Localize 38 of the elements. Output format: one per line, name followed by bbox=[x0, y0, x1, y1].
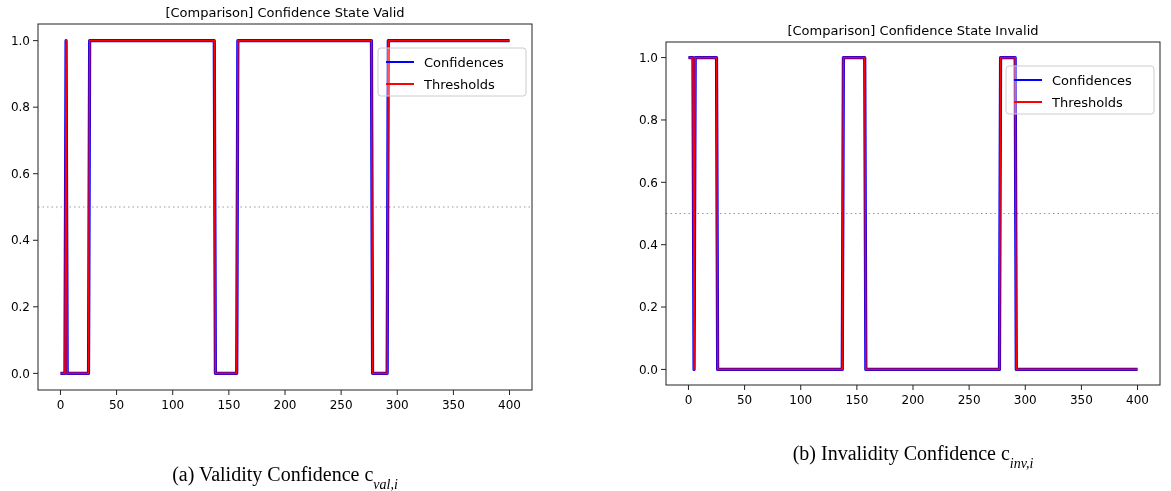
x-tick-label: 350 bbox=[1069, 393, 1093, 407]
x-tick-label: 250 bbox=[957, 393, 981, 407]
chart-title: [Comparison] Confidence State Valid bbox=[165, 5, 405, 20]
x-tick-label: 50 bbox=[736, 393, 753, 407]
y-tick-label: 1.0 bbox=[638, 50, 658, 65]
y-tick-label: 0.4 bbox=[638, 237, 658, 252]
x-tick-label: 400 bbox=[1126, 393, 1149, 407]
legend-label: Confidences bbox=[424, 54, 505, 70]
x-tick-label: 250 bbox=[329, 398, 353, 412]
x-tick-label: 50 bbox=[108, 398, 125, 412]
x-tick-label: 200 bbox=[273, 398, 297, 412]
y-tick-label: 0.8 bbox=[10, 100, 30, 115]
x-tick-label: 300 bbox=[1013, 393, 1037, 407]
legend-label: Confidences bbox=[1052, 72, 1133, 88]
x-tick-label: 100 bbox=[161, 398, 185, 412]
x-tick-label: 350 bbox=[441, 398, 465, 412]
y-tick-label: 0.0 bbox=[10, 366, 30, 381]
x-tick-label: 300 bbox=[385, 398, 409, 412]
y-tick-label: 0.8 bbox=[638, 113, 658, 128]
x-tick-label: 0 bbox=[684, 393, 693, 407]
y-tick-label: 0.4 bbox=[10, 233, 30, 248]
x-tick-label: 150 bbox=[217, 398, 241, 412]
x-tick-label: 200 bbox=[901, 393, 925, 407]
y-tick-label: 1.0 bbox=[10, 33, 30, 48]
x-tick-label: 150 bbox=[845, 393, 869, 407]
y-tick-label: 0.6 bbox=[10, 166, 30, 181]
text: (b) Invalidity Confidence c$_{inv,i}$ bbox=[792, 442, 1034, 471]
y-tick-label: 0.2 bbox=[638, 300, 658, 315]
y-tick-label: 0.0 bbox=[638, 362, 658, 377]
legend-label: Thresholds bbox=[1051, 94, 1124, 110]
x-tick-label: 100 bbox=[789, 393, 813, 407]
legend-label: Thresholds bbox=[423, 76, 496, 92]
chart-title: [Comparison] Confidence State Invalid bbox=[787, 23, 1039, 38]
y-tick-label: 0.2 bbox=[10, 300, 30, 315]
x-tick-label: 0 bbox=[56, 398, 65, 412]
text: (a) Validity Confidence c$_{val,i}$ bbox=[172, 463, 398, 491]
x-tick-label: 400 bbox=[498, 398, 521, 412]
y-tick-label: 0.6 bbox=[638, 175, 658, 190]
